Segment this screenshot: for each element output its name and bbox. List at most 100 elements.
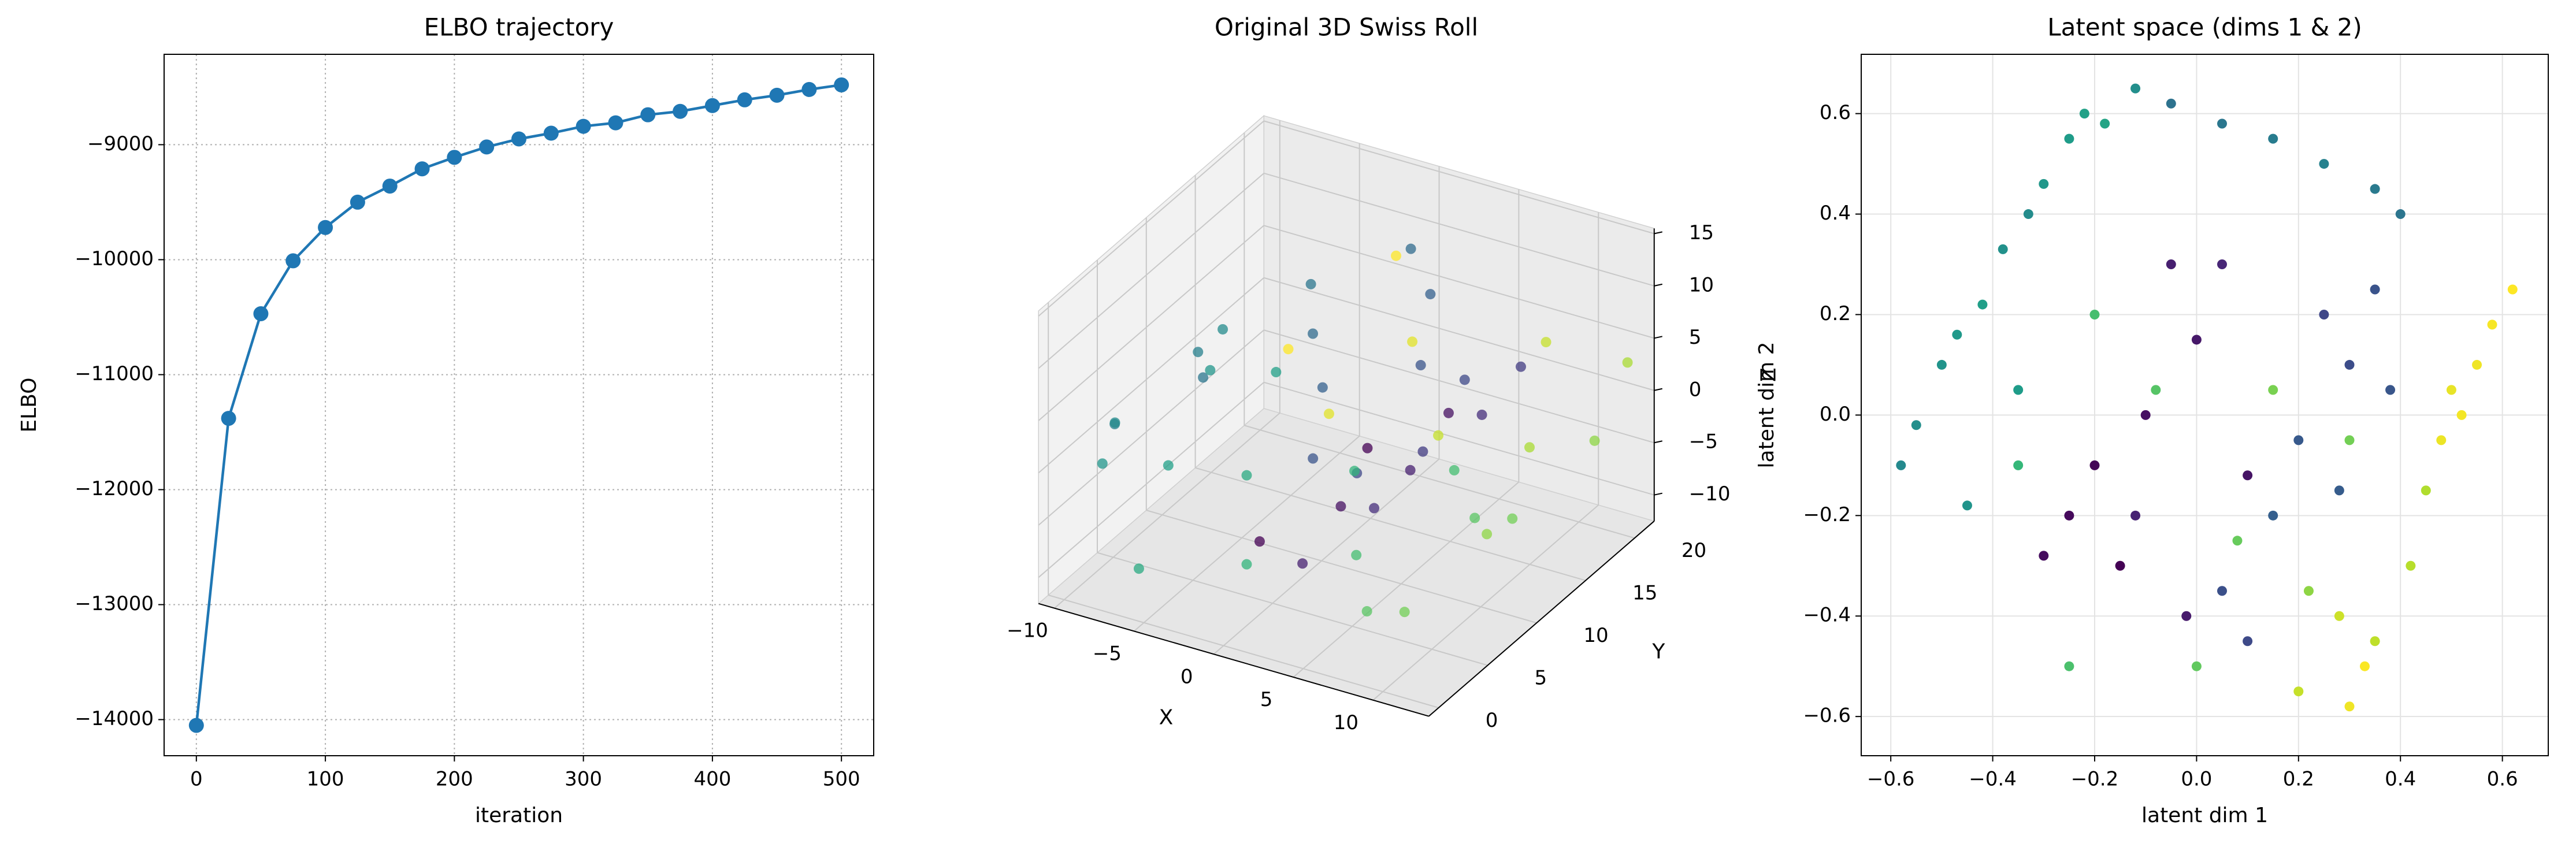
- point: [2293, 435, 2304, 445]
- point: [1482, 529, 1493, 540]
- grid-line: [1038, 277, 1264, 474]
- point: [1952, 329, 1962, 340]
- grid-line: [1195, 467, 1586, 581]
- tick-mark: [1654, 388, 1662, 391]
- tick-mark: [1654, 283, 1662, 287]
- y-tick-label: 10: [1583, 624, 1608, 647]
- z-tick-label: 15: [1689, 221, 1714, 244]
- point: [2268, 385, 2278, 395]
- point: [2370, 284, 2380, 295]
- point: [1524, 442, 1535, 453]
- x-tick-label: −0.6: [1867, 768, 1915, 791]
- x-tick-label: 0.4: [2385, 768, 2416, 791]
- y-tick-label: −0.6: [1803, 704, 1851, 727]
- x-tick-label: 0.6: [2487, 768, 2518, 791]
- point: [382, 179, 398, 194]
- grid-line: [1038, 225, 1264, 421]
- point: [2319, 159, 2329, 169]
- point: [1335, 501, 1346, 512]
- point: [1911, 420, 1921, 430]
- point: [1271, 367, 1282, 378]
- point: [673, 103, 688, 119]
- z-tick-label: 10: [1689, 273, 1714, 296]
- grid-line: [1038, 381, 1264, 578]
- point: [2166, 259, 2176, 270]
- point: [2089, 309, 2100, 320]
- x-tick-label: −0.4: [1969, 768, 2017, 791]
- y-tick-label: 0.6: [1820, 101, 1851, 124]
- tick-mark: [1654, 440, 1662, 444]
- point: [414, 161, 430, 177]
- point: [2166, 98, 2176, 109]
- point: [1476, 409, 1487, 420]
- point: [1308, 328, 1319, 339]
- point: [1361, 606, 1372, 617]
- point: [2370, 636, 2380, 647]
- chart-title: Latent space (dims 1 & 2): [2047, 13, 2362, 42]
- point: [188, 718, 204, 733]
- point: [2039, 551, 2049, 561]
- point: [2217, 118, 2227, 129]
- point: [1936, 359, 1947, 370]
- point: [2039, 179, 2049, 189]
- point: [2013, 460, 2024, 470]
- point: [1254, 536, 1265, 547]
- y-axis-label: ELBO: [17, 377, 41, 432]
- grid-line: [1097, 552, 1488, 666]
- point: [1507, 513, 1518, 524]
- point: [1515, 361, 1526, 372]
- point: [2191, 661, 2202, 671]
- point: [1362, 443, 1373, 454]
- point: [2064, 510, 2074, 521]
- point: [1469, 512, 1480, 523]
- point: [2370, 184, 2380, 194]
- x-tick-label: 5: [1260, 688, 1273, 711]
- x-tick-label: 300: [565, 768, 602, 791]
- x-tick-label: −5: [1093, 642, 1122, 665]
- point: [2243, 470, 2253, 481]
- axes-frame: [1861, 54, 2549, 756]
- point: [479, 139, 495, 155]
- point: [1193, 347, 1204, 358]
- y-tick-label: 15: [1632, 582, 1657, 605]
- grid-line: [1038, 329, 1264, 526]
- point: [1305, 278, 1316, 289]
- point: [1998, 244, 2008, 254]
- point: [1317, 382, 1328, 393]
- point: [2334, 611, 2344, 621]
- point: [2130, 83, 2141, 94]
- line: [195, 83, 842, 726]
- point: [2079, 109, 2089, 119]
- point: [2344, 359, 2355, 370]
- point: [1369, 503, 1380, 514]
- point: [2115, 560, 2125, 571]
- point: [221, 411, 236, 426]
- point: [2181, 611, 2192, 621]
- x-tick-label: 400: [693, 768, 731, 791]
- z-tick-label: 0: [1689, 378, 1702, 401]
- y-tick-label: 0: [1486, 709, 1498, 732]
- point: [1459, 374, 1470, 385]
- tick-mark: [1654, 336, 1662, 339]
- grid-line: [1263, 120, 1655, 235]
- z-tick-label: −5: [1689, 430, 1718, 454]
- point: [2013, 385, 2024, 395]
- point: [543, 125, 559, 141]
- point: [2064, 661, 2074, 671]
- point: [1218, 324, 1228, 335]
- grid-line: [1048, 595, 1439, 708]
- point: [2089, 460, 2100, 470]
- grid-line: [1213, 458, 1440, 655]
- point: [2151, 385, 2161, 395]
- grid-line: [1263, 381, 1655, 496]
- grid-line: [1293, 481, 1520, 678]
- point: [576, 118, 591, 134]
- point: [1241, 559, 1252, 570]
- point: [2344, 435, 2355, 445]
- point: [2217, 586, 2227, 596]
- point: [1589, 435, 1600, 446]
- point: [2344, 701, 2355, 712]
- point: [1351, 549, 1362, 560]
- point: [2359, 661, 2370, 671]
